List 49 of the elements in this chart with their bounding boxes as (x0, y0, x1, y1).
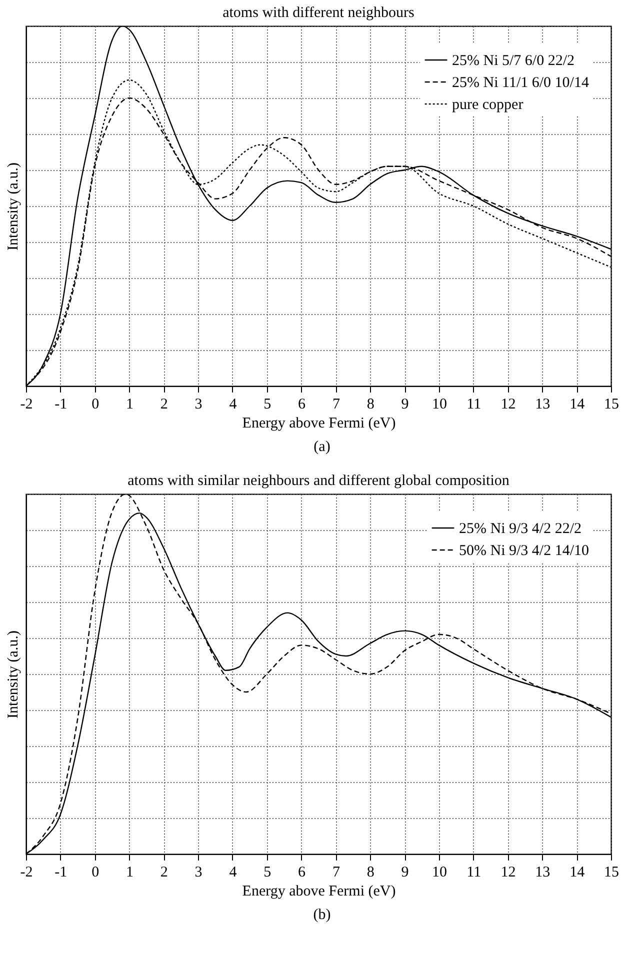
legend-label: 25% Ni 11/1 6/0 10/14 (452, 75, 590, 91)
x-tick-label: 1 (126, 864, 134, 880)
x-tick-label: 2 (160, 396, 168, 412)
legend-label: 50% Ni 9/3 4/2 14/10 (459, 543, 589, 559)
x-tick-label: 0 (92, 864, 100, 880)
x-tick-label: 7 (332, 864, 340, 880)
chart-title: atoms with similar neighbours and different global composition (128, 473, 510, 489)
text: (b) (312, 907, 332, 924)
x-tick-label: 4 (229, 864, 238, 880)
x-tick-label: 4 (229, 396, 238, 412)
x-tick-label: -1 (54, 864, 68, 880)
x-tick-label: -1 (54, 396, 68, 412)
legend-label: 25% Ni 9/3 4/2 22/2 (459, 521, 582, 537)
chart-title: atoms with different neighbours (222, 5, 415, 21)
x-tick-label: 1 (126, 396, 134, 412)
x-tick-label: -2 (20, 864, 33, 880)
x-tick-label: 8 (366, 864, 374, 880)
x-tick-label: 5 (264, 864, 272, 880)
x-tick-label: 2 (160, 864, 168, 880)
x-tick-label: 7 (332, 396, 340, 412)
y-axis-title: Intensity (a.u.) (6, 630, 22, 718)
x-axis-title: Energy above Fermi (eV) (242, 884, 396, 900)
x-tick-label: 9 (401, 864, 409, 880)
x-tick-label: 3 (194, 864, 202, 880)
x-tick-label: 8 (366, 396, 374, 412)
x-tick-label: 10 (432, 864, 447, 880)
x-tick-label: -2 (20, 396, 33, 412)
legend-label: pure copper (452, 97, 524, 113)
x-tick-label: 15 (604, 864, 619, 880)
x-axis-title: Energy above Fermi (eV) (242, 416, 396, 432)
x-tick-label: 13 (535, 864, 550, 880)
x-tick-label: 6 (298, 864, 306, 880)
x-tick-label: 6 (298, 396, 306, 412)
y-axis-title: Intensity (a.u.) (6, 162, 22, 250)
x-tick-label: 15 (604, 396, 619, 412)
legend-label: 25% Ni 5/7 6/0 22/2 (452, 53, 574, 69)
x-tick-label: 0 (92, 396, 100, 412)
x-tick-label: 10 (432, 396, 447, 412)
x-tick-label: 14 (570, 396, 586, 412)
x-tick-label: 12 (500, 864, 516, 880)
x-tick-label: 14 (570, 864, 586, 880)
x-tick-label: 11 (466, 864, 482, 880)
x-tick-label: 12 (500, 396, 516, 412)
text: (a) (312, 439, 332, 456)
x-tick-label: 11 (466, 396, 482, 412)
x-tick-label: 5 (264, 396, 272, 412)
x-tick-label: 3 (194, 396, 202, 412)
x-tick-label: 13 (535, 396, 550, 412)
x-tick-label: 9 (401, 396, 409, 412)
